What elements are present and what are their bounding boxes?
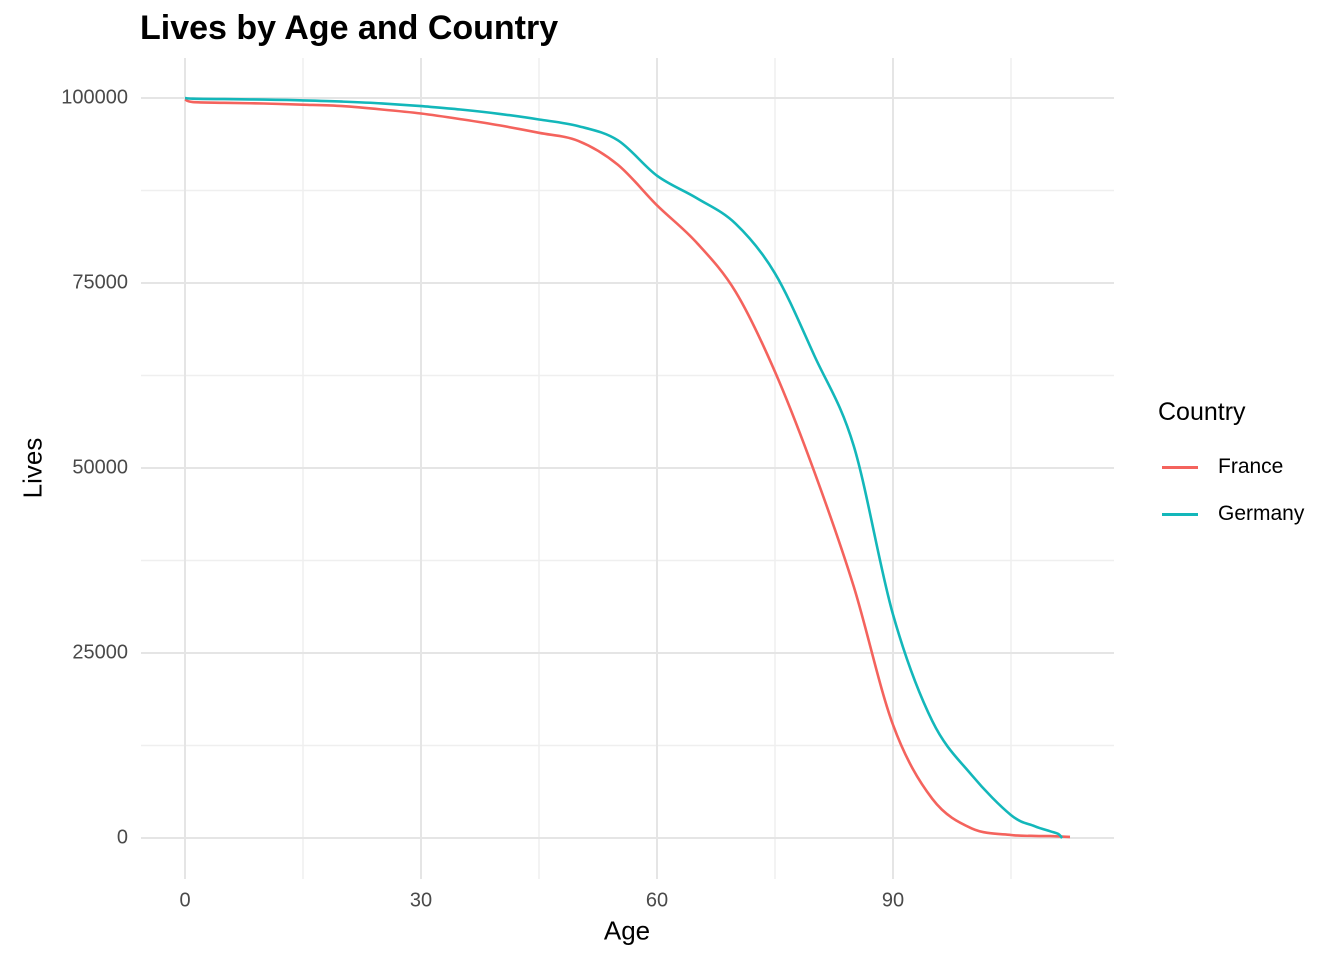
chart-title: Lives by Age and Country: [140, 9, 559, 47]
legend-key-line-germany: [1162, 512, 1198, 516]
y-tick-label: 0: [116, 826, 128, 849]
x-tick-label: 90: [881, 889, 905, 912]
legend-label-germany: Germany: [1218, 502, 1305, 525]
x-axis-title: Age: [603, 915, 651, 946]
x-tick-label: 60: [645, 889, 669, 912]
y-tick-label: 50000: [72, 456, 128, 479]
series-line-germany: [184, 96, 1064, 839]
legend-label-france: France: [1218, 455, 1284, 478]
legend-key-line-france: [1162, 465, 1198, 469]
y-tick-label: 100000: [61, 86, 128, 109]
legend-item-germany: Germany: [1156, 500, 1304, 528]
legend-item-france: France: [1156, 453, 1283, 481]
y-tick-label: 75000: [72, 271, 128, 294]
x-tick-label: 0: [179, 889, 191, 912]
series-line-france: [184, 98, 1071, 839]
x-tick-label: 30: [409, 889, 433, 912]
y-tick-label: 25000: [72, 641, 128, 664]
legend-title: Country: [1158, 398, 1246, 426]
